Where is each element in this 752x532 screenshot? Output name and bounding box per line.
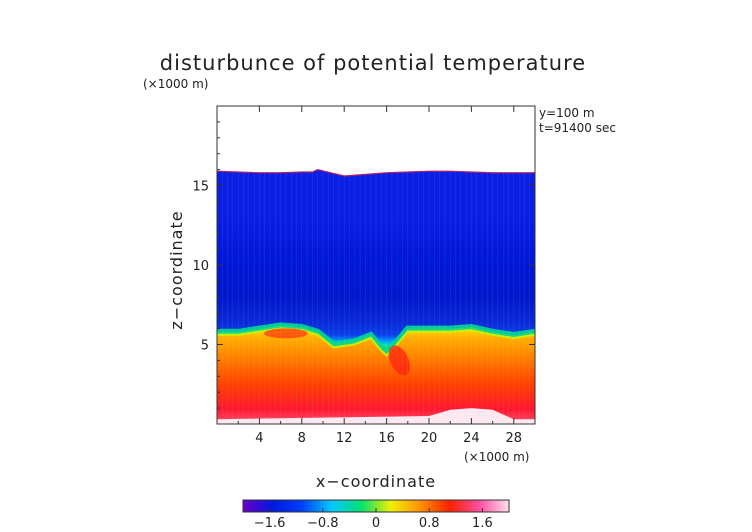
colorbar-tick-label: 0 [372,516,380,531]
colorbar-tick-label: −0.8 [307,516,339,531]
transition-band [217,322,535,357]
y-axis: 5 10 15 [192,121,535,409]
x-tick-label: 20 [421,431,438,446]
x-tick-label: 16 [378,431,395,446]
x-tick-label: 12 [336,431,353,446]
y-axis-label: z−coordinate [167,210,186,329]
surface-region [217,408,535,424]
annotation-0: y=100 m [539,106,595,120]
x-tick-label: 28 [506,431,523,446]
y-tick-label: 15 [192,180,209,195]
field-top-boundary [217,168,535,177]
warm-blob-1 [263,328,308,339]
annotation-1: t=91400 sec [539,121,616,135]
x-tick-label: 8 [298,431,306,446]
x-tick-label: 4 [255,431,263,446]
x-axis-unit: (×1000 m) [464,450,529,464]
colorbar-ticks: −1.6 −0.8 0 0.8 1.6 [254,508,493,531]
colorbar-tick-label: 0.8 [419,516,440,531]
chart-title: disturbunce of potential temperature [160,51,586,75]
warm-blob-2 [388,345,410,376]
y-tick-label: 10 [192,259,209,274]
colorbar-tick-label: 1.6 [472,516,493,531]
x-axis: 4 8 12 16 20 24 28 [237,106,523,446]
transition-edge [217,327,535,357]
warm-region [217,325,535,424]
annotations: y=100 mt=91400 sec [539,106,616,135]
y-axis-unit: (×1000 m) [143,77,208,91]
colorbar-tick-label: −1.6 [254,516,286,531]
x-axis-label: x−coordinate [316,472,436,491]
x-tick-label: 24 [463,431,480,446]
y-tick-label: 5 [201,339,209,354]
temperature-field [217,106,535,424]
